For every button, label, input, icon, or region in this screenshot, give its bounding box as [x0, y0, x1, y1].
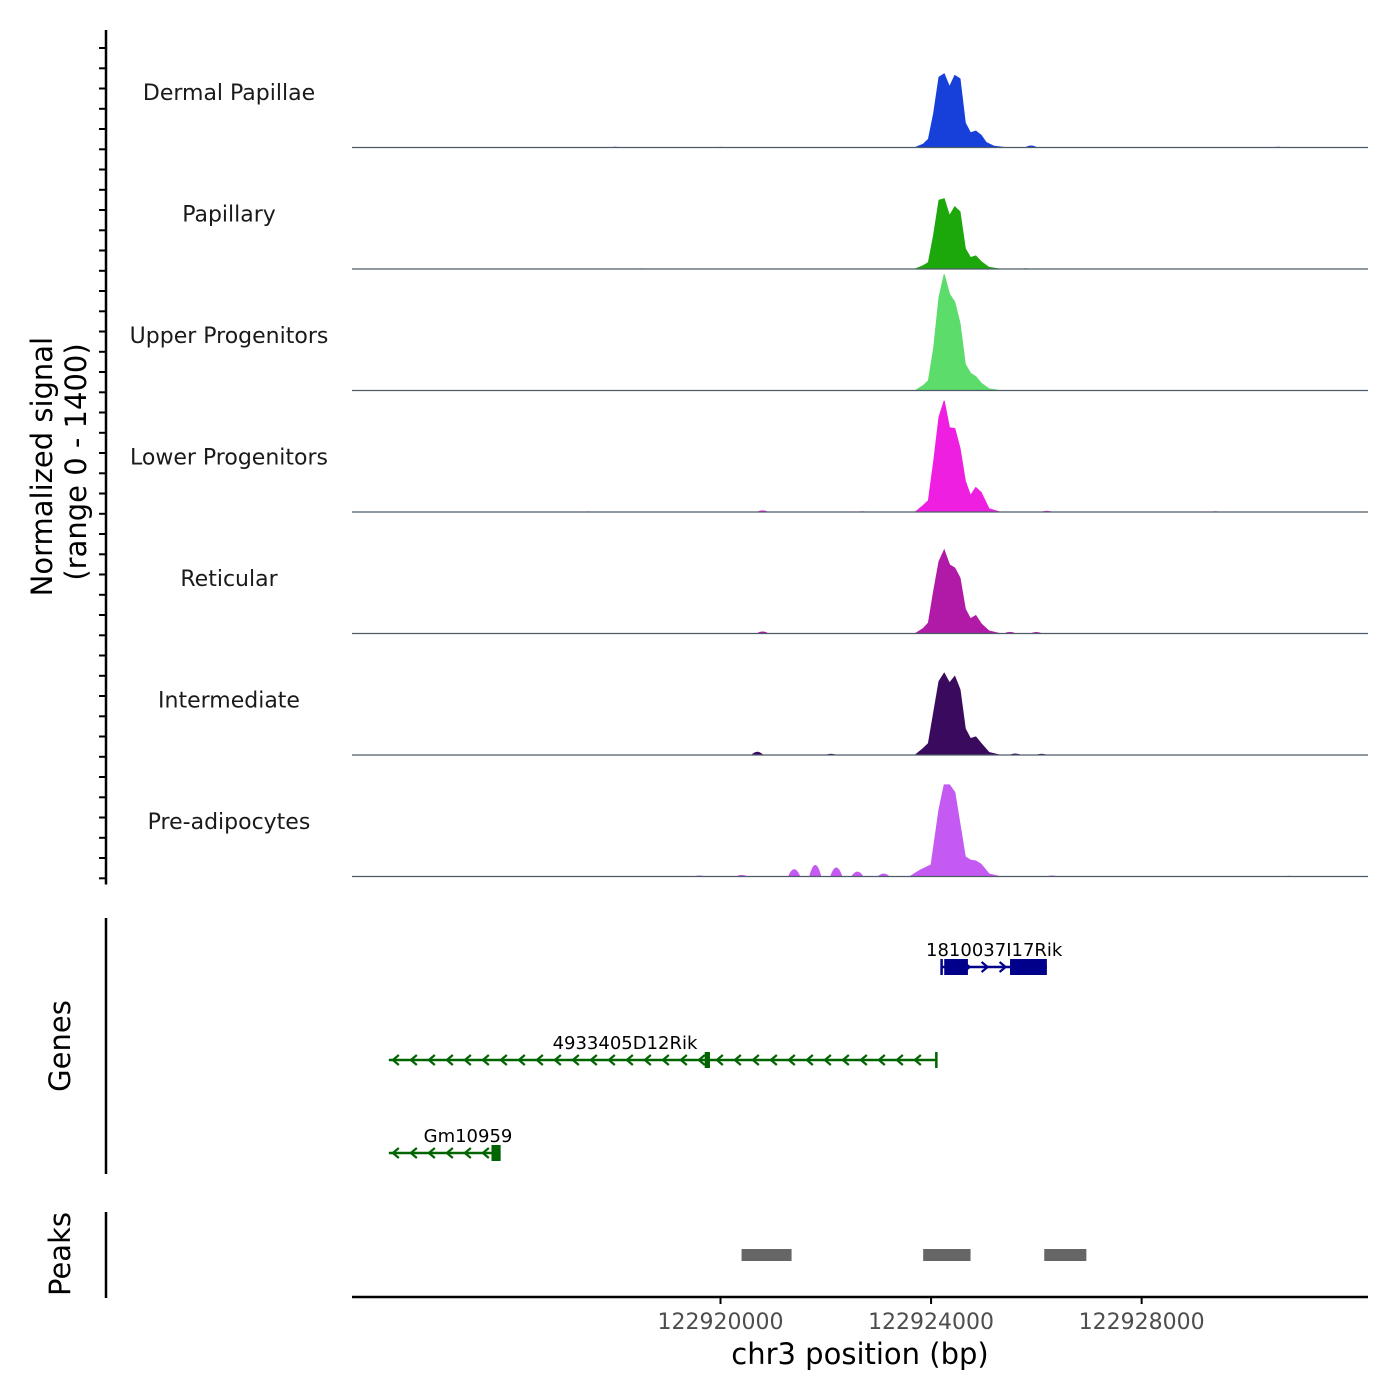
strand-arrow-icon: [733, 1054, 742, 1066]
track-label: Papillary: [182, 203, 276, 228]
gene-label: 4933405D12Rik: [553, 1033, 698, 1054]
strand-arrow-icon: [823, 1054, 832, 1066]
track-label: Dermal Papillae: [143, 81, 315, 106]
strand-arrow-icon: [391, 1147, 400, 1159]
peaks-panel: [104, 1212, 1087, 1298]
strand-arrow-icon: [877, 1054, 886, 1066]
track-signal-peak: [913, 400, 1000, 513]
peak-region: [1044, 1249, 1087, 1261]
track-upper-progenitors: Upper Progenitors: [130, 274, 1368, 392]
strand-arrow-icon: [625, 1054, 634, 1066]
track-label: Upper Progenitors: [130, 324, 329, 349]
strand-arrow-icon: [841, 1054, 850, 1066]
strand-arrow-icon: [751, 1054, 760, 1066]
track-signal-peak: [913, 672, 1000, 756]
strand-arrow-icon: [463, 1054, 472, 1066]
track-lower-progenitors: Lower Progenitors: [130, 400, 1368, 513]
strand-arrow-icon: [391, 1054, 400, 1066]
track-signal-minor: [877, 873, 890, 877]
gene-1810037i17rik: 1810037I17Rik: [926, 940, 1063, 975]
track-signal-minor: [751, 751, 764, 755]
strand-arrow-icon: [715, 1054, 724, 1066]
peak-region: [741, 1249, 792, 1261]
strand-arrow-icon: [998, 961, 1008, 973]
genes-panel: 1810037I17Rik 4933405D12Rik Gm10959: [104, 918, 1063, 1174]
gene-exon: [491, 1145, 500, 1161]
peaks-ylabel: Peaks: [43, 1212, 77, 1296]
strand-arrow-icon: [427, 1054, 436, 1066]
gene-exon: [1010, 959, 1047, 975]
gene-gm10959: Gm10959: [388, 1126, 513, 1161]
strand-arrow-icon: [427, 1147, 436, 1159]
strand-arrow-icon: [607, 1054, 616, 1066]
track-intermediate: Intermediate: [158, 672, 1368, 756]
coverage-ylabel: Normalized signal (range 0 - 1400): [25, 328, 93, 597]
strand-arrow-icon: [571, 1054, 580, 1066]
strand-arrow-icon: [445, 1054, 454, 1066]
strand-arrow-icon: [499, 1054, 508, 1066]
track-dermal-papillae: Dermal Papillae: [143, 73, 1368, 149]
track-label: Reticular: [180, 567, 278, 592]
track-label: Intermediate: [158, 689, 300, 714]
strand-arrow-icon: [769, 1054, 778, 1066]
track-papillary: Papillary: [182, 198, 1368, 270]
strand-arrow-icon: [787, 1054, 796, 1066]
strand-arrow-icon: [481, 1147, 490, 1159]
track-signal-peak: [915, 73, 1005, 148]
strand-arrow-icon: [643, 1054, 652, 1066]
strand-arrow-icon: [980, 961, 990, 973]
x-axis: 122920000 122924000 122928000: [352, 1295, 1368, 1335]
strand-arrow-icon: [661, 1054, 670, 1066]
track-pre-adipocytes: Pre-adipocytes: [148, 784, 1368, 878]
strand-arrow-icon: [589, 1054, 598, 1066]
strand-arrow-icon: [859, 1054, 868, 1066]
gene-label: Gm10959: [424, 1126, 513, 1147]
strand-arrow-icon: [679, 1054, 688, 1066]
strand-arrow-icon: [805, 1054, 814, 1066]
strand-arrow-icon: [913, 1054, 922, 1066]
track-signal-minor: [830, 867, 843, 877]
strand-arrow-icon: [445, 1147, 454, 1159]
track-reticular: Reticular: [180, 548, 1368, 635]
coverage-ylabel-line2: (range 0 - 1400): [59, 343, 93, 580]
track-signal-minor: [809, 865, 822, 877]
strand-arrow-icon: [463, 1147, 472, 1159]
peak-region: [923, 1249, 971, 1261]
track-signal-minor: [851, 871, 864, 877]
strand-arrow-icon: [517, 1054, 526, 1066]
strand-arrow-icon: [535, 1054, 544, 1066]
track-signal-peak: [913, 274, 1000, 391]
coverage-panel: Dermal Papillae Papillary Upper Progenitor…: [99, 30, 1368, 885]
coverage-ylabel-line1: Normalized signal: [25, 337, 59, 596]
x-tick-label: 122920000: [658, 1310, 784, 1335]
track-signal-peak: [908, 784, 1000, 877]
track-label: Pre-adipocytes: [148, 810, 311, 835]
strand-arrow-icon: [697, 1054, 706, 1066]
track-signal-peak: [915, 198, 1000, 270]
gene-label: 1810037I17Rik: [926, 940, 1063, 961]
strand-arrow-icon: [553, 1054, 562, 1066]
strand-arrow-icon: [481, 1054, 490, 1066]
x-axis-label: chr3 position (bp): [731, 1337, 988, 1371]
track-signal-peak: [913, 548, 1000, 634]
strand-arrow-icon: [409, 1054, 418, 1066]
gene-exon: [944, 959, 968, 975]
genes-ylabel: Genes: [43, 1000, 77, 1092]
gene-4933405d12rik: 4933405D12Rik: [388, 1033, 938, 1068]
track-signal-minor: [788, 869, 801, 877]
gene-exon: [704, 1052, 710, 1068]
strand-arrow-icon: [409, 1147, 418, 1159]
x-tick-label: 122928000: [1079, 1310, 1205, 1335]
strand-arrow-icon: [895, 1054, 904, 1066]
track-label: Lower Progenitors: [130, 446, 328, 471]
x-tick-label: 122924000: [868, 1310, 994, 1335]
